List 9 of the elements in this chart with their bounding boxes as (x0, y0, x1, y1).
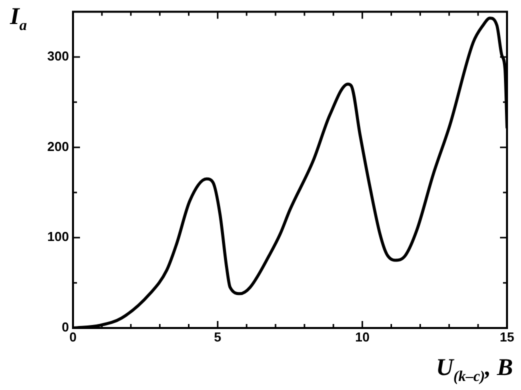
x-tick-label: 15 (500, 329, 514, 344)
y-tick-label: 100 (47, 229, 69, 244)
x-tick-label: 5 (214, 329, 222, 344)
y-tick-label: 0 (62, 320, 69, 335)
y-tick-label: 200 (47, 138, 69, 154)
x-axis-title: U$_{(k–c)}$, B (436, 355, 513, 386)
x-tick-label: 10 (355, 329, 370, 344)
y-tick-label: 300 (47, 48, 69, 64)
y-axis-title: I$_{a}$ (10, 4, 27, 35)
